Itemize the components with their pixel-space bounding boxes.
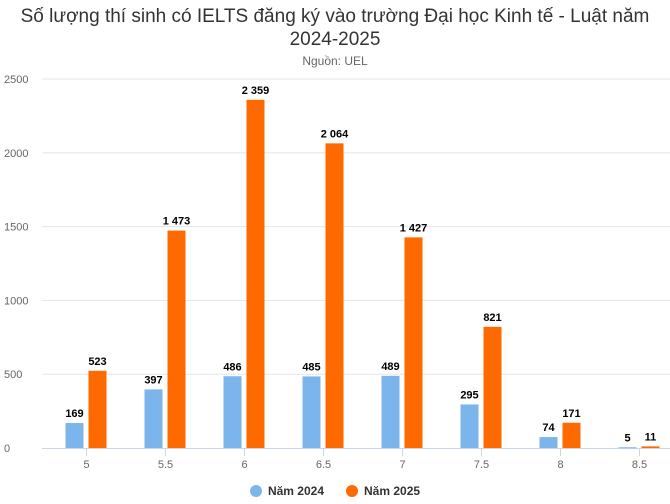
legend: Năm 2024 Năm 2025 [0,484,670,498]
data-label: 169 [65,408,83,420]
bar-năm-2024 [144,389,163,448]
data-label: 523 [88,356,106,368]
x-tick-label: 7 [399,459,405,471]
bar-năm-2024 [618,447,637,449]
bar-năm-2024 [223,376,242,448]
data-label: 171 [562,408,580,420]
x-tick-label: 6 [241,459,247,471]
x-tick-label: 5.5 [158,459,173,471]
data-label: 486 [223,361,241,373]
x-tick-label: 7.5 [474,459,489,471]
bar-năm-2024 [381,375,400,448]
bar-năm-2025 [641,446,660,448]
legend-label-2025: Năm 2025 [364,484,421,498]
data-label: 821 [483,312,501,324]
data-label: 74 [542,422,555,434]
data-label: 295 [460,389,478,401]
y-tick-label: 1500 [4,222,28,234]
legend-marker-2025 [346,485,358,497]
x-tick-label: 8 [557,459,563,471]
data-label: 489 [381,361,399,373]
x-tick-label: 6.5 [316,459,331,471]
bar-năm-2025 [483,326,502,448]
data-label: 1 473 [163,216,191,228]
x-tick-label: 5 [83,459,89,471]
data-label: 11 [645,431,657,443]
legend-item-2024[interactable]: Năm 2024 [249,484,324,498]
chart-title: Số lượng thí sinh có IELTS đăng ký vào t… [20,6,650,50]
x-tick-label: 8.5 [632,459,647,471]
data-label: 397 [144,374,162,386]
chart-subtitle: Nguồn: UEL [302,54,368,68]
y-tick-label: 1000 [4,295,28,307]
legend-label-2024: Năm 2024 [267,484,324,498]
data-label: 485 [302,361,320,373]
bar-năm-2024 [539,437,558,448]
bar-năm-2025 [246,99,265,449]
data-label: 5 [624,432,630,444]
y-tick-label: 0 [4,443,10,455]
bar-năm-2024 [302,376,321,448]
bar-năm-2025 [325,143,344,448]
bar-năm-2024 [460,404,479,448]
data-label: 1 427 [400,222,428,234]
y-tick-label: 2500 [4,74,28,86]
bar-năm-2025 [88,370,107,448]
data-label: 2 359 [242,85,270,97]
y-tick-label: 500 [4,369,22,381]
y-tick-label: 2000 [4,148,28,160]
data-label: 2 064 [321,128,349,140]
bar-năm-2025 [167,230,186,448]
legend-item-2025[interactable]: Năm 2025 [346,484,420,498]
legend-marker-2024 [249,485,262,497]
bar-năm-2025 [404,237,423,448]
bar-năm-2024 [65,423,84,448]
bar-năm-2025 [562,422,581,448]
